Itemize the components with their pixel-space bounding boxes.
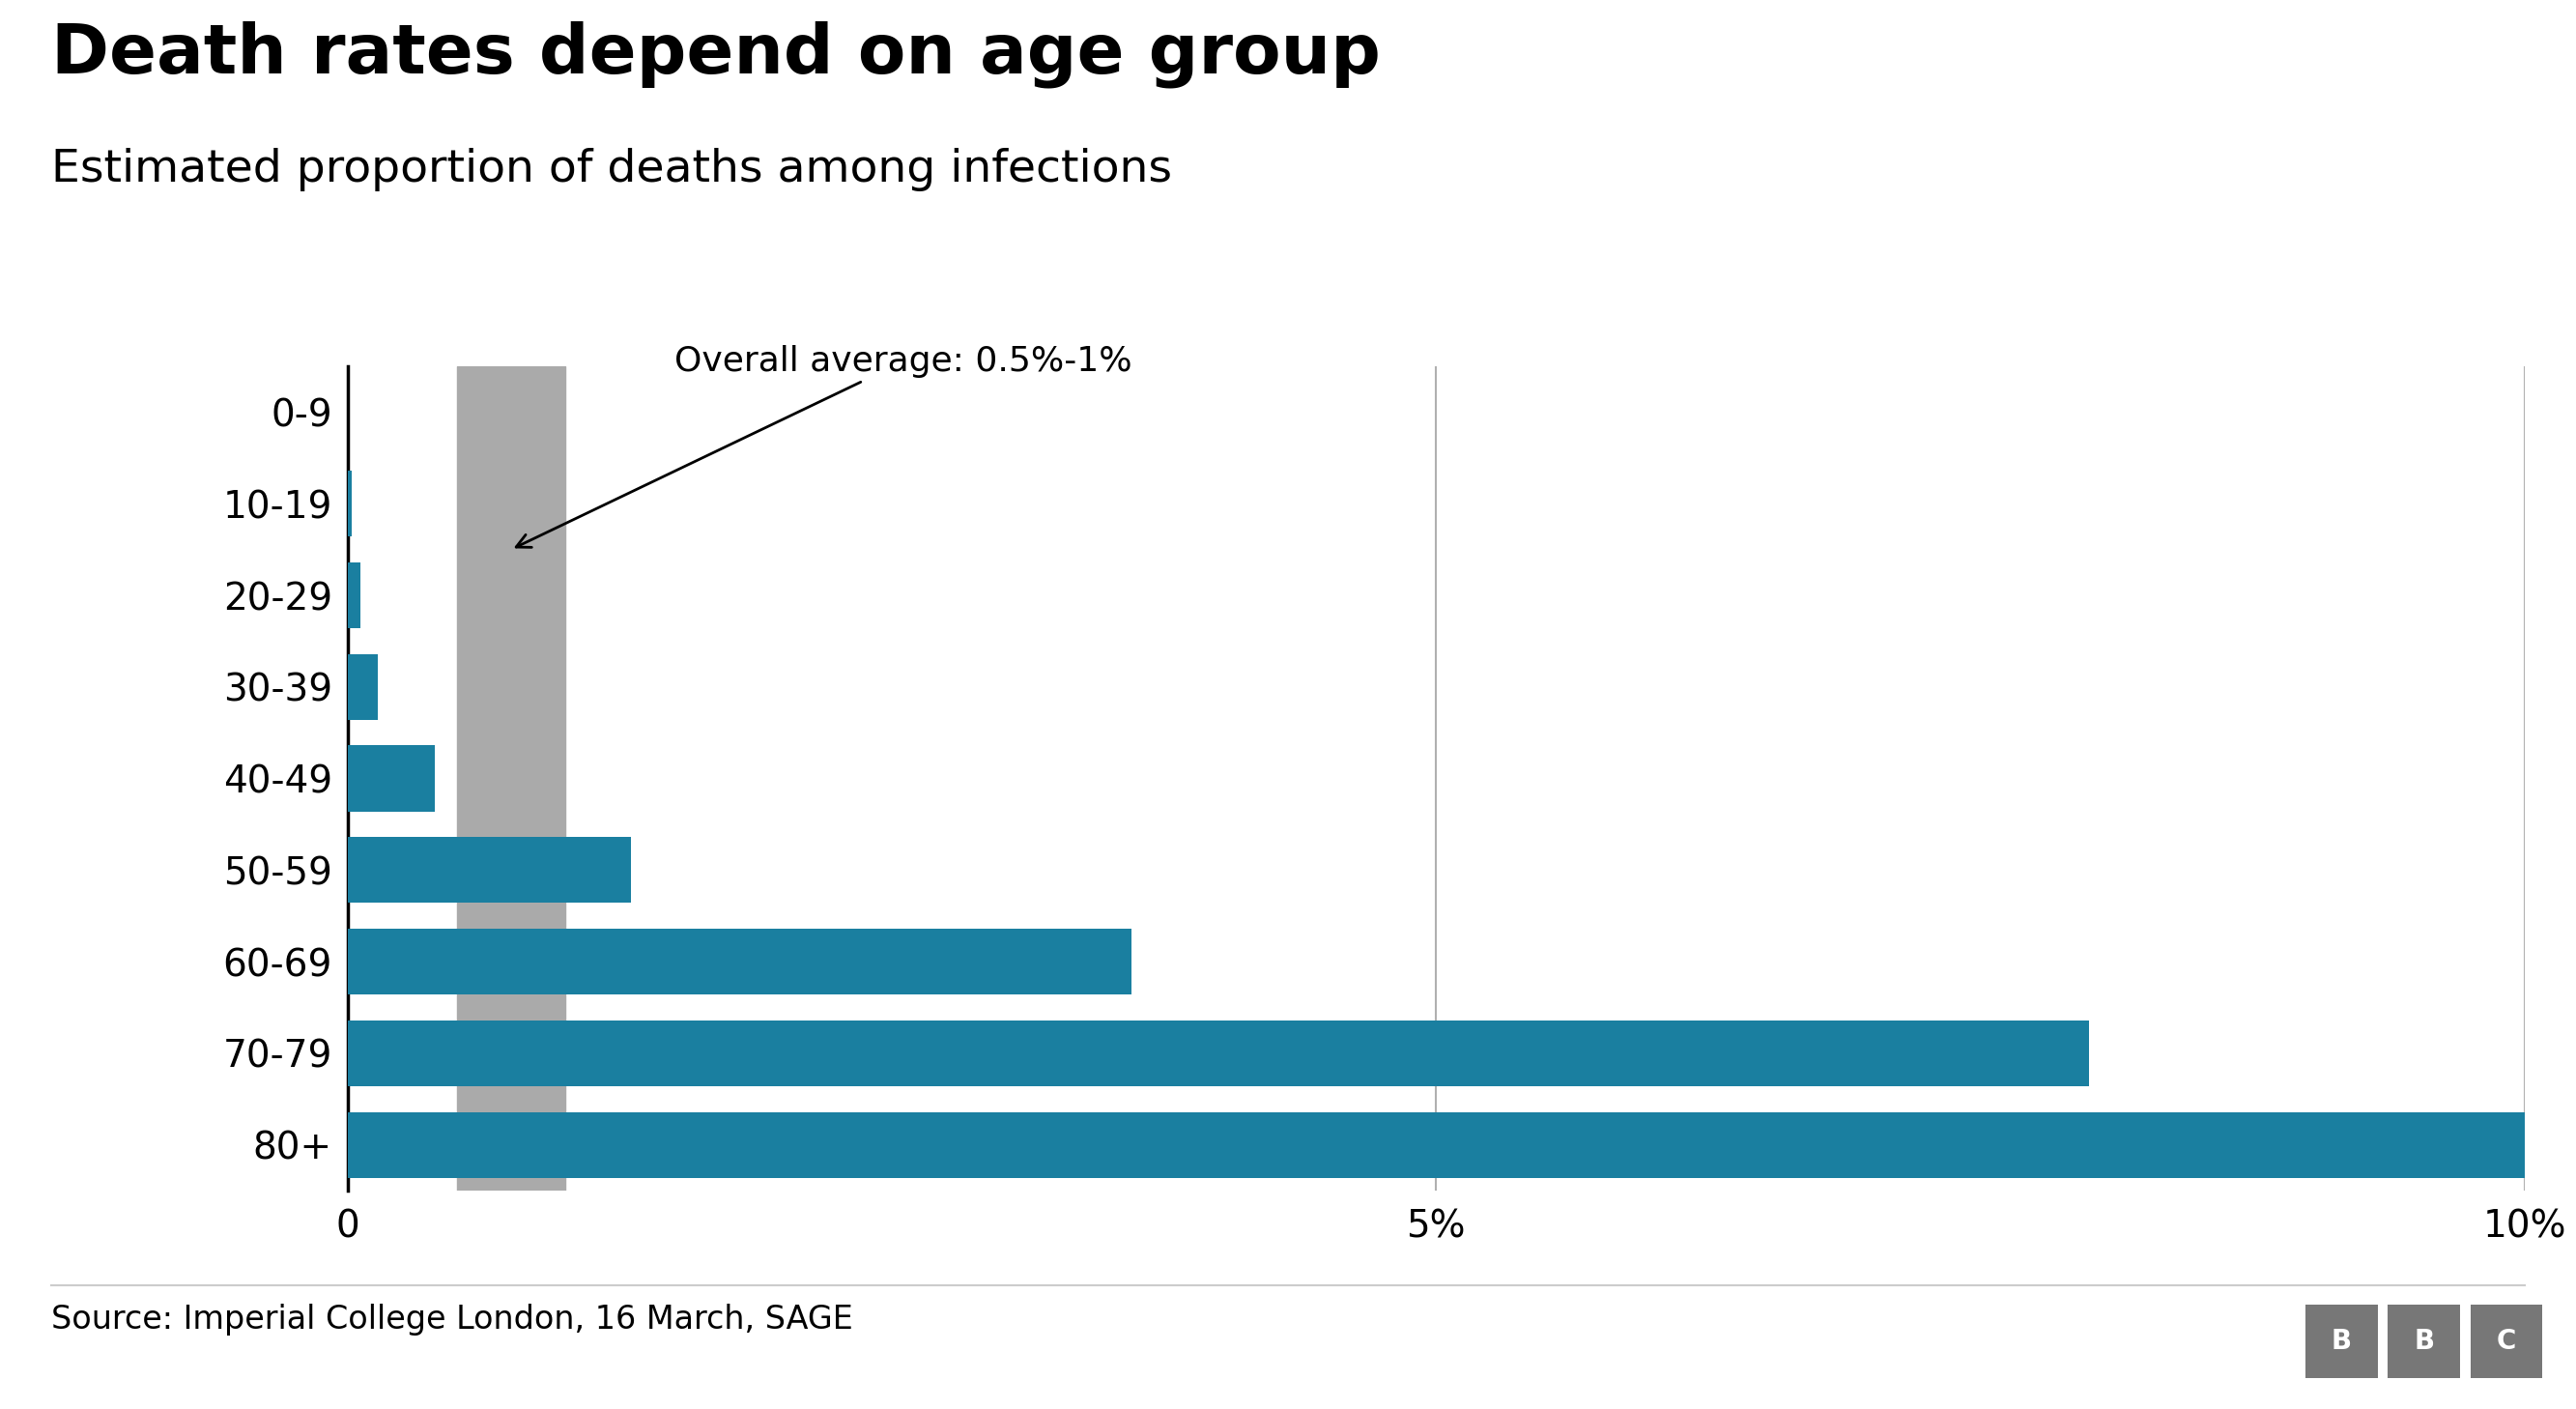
Text: C: C [2496, 1327, 2517, 1355]
Text: B: B [2414, 1327, 2434, 1355]
Bar [348, 1112, 2576, 1178]
Text: Overall average: 0.5%-1%: Overall average: 0.5%-1% [515, 345, 1131, 547]
Bar [348, 745, 435, 812]
Text: Estimated proportion of deaths among infections: Estimated proportion of deaths among inf… [52, 148, 1172, 192]
Bar [348, 1020, 2089, 1086]
Bar [348, 471, 353, 537]
Text: B: B [2331, 1327, 2352, 1355]
Bar [348, 562, 361, 628]
Bar [348, 654, 379, 720]
Text: Death rates depend on age group: Death rates depend on age group [52, 21, 1381, 89]
Bar [348, 837, 631, 903]
Bar [348, 929, 1131, 995]
Text: Source: Imperial College London, 16 March, SAGE: Source: Imperial College London, 16 Marc… [52, 1303, 853, 1336]
Bar [456, 366, 567, 1191]
